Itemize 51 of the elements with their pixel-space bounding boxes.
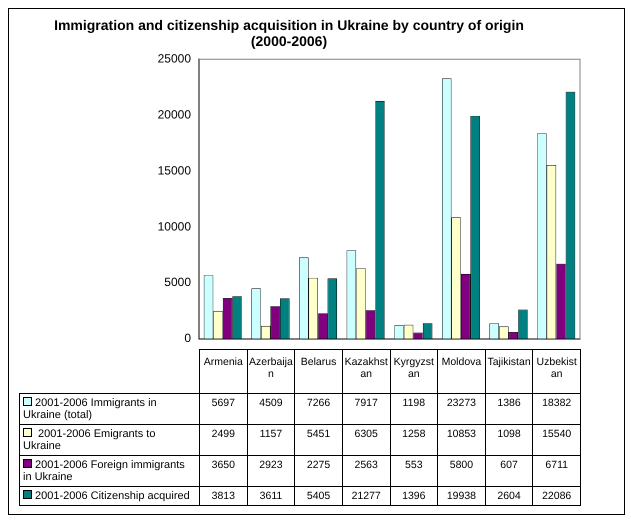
data-label: 6305 [342,424,390,456]
data-label: 22086 [532,486,580,506]
data-label: 6711 [532,456,580,486]
chart-title: Immigration and citizenship acquisition in Ukraine by country of origin (2000-2006) [53,17,525,49]
data-label: 2604 [485,486,533,506]
data-label: 3650 [200,456,248,486]
x-tick-label: Armenia [200,350,248,394]
x-tick-label: Tajikistan [485,350,533,394]
data-label: 10853 [438,424,486,456]
x-tick-label: Moldova [438,350,486,394]
data-label: 1386 [485,394,533,424]
y-tick-label: 20000 [158,107,192,122]
legend-label: 2001-2006 Immigrants in Ukraine (total) [20,394,200,424]
data-label: 2563 [342,456,390,486]
y-tick-label: 0 [184,331,192,346]
legend-label: 2001-2006 Citizenship acquired [20,486,200,506]
data-label: 1098 [485,424,533,456]
data-label: 7917 [342,394,390,424]
x-tick-label: Azerbaijan [247,350,295,394]
legend-label: 2001-2006 Emigrants to Ukraine [20,424,200,456]
data-label: 2923 [247,456,295,486]
x-tick-label: Kazakhstan [342,350,390,394]
data-label: 553 [390,456,438,486]
data-label: 5697 [200,394,248,424]
data-label: 2275 [294,456,342,486]
data-label: 7266 [294,394,342,424]
data-label: 15540 [532,424,580,456]
y-tick-label: 25000 [158,52,192,66]
legend-label: 2001-2006 Foreign immigrants in Ukraine [20,456,200,486]
data-label: 3813 [200,486,248,506]
data-label: 4509 [247,394,295,424]
data-label: 23273 [438,394,486,424]
data-label: 607 [485,456,533,486]
data-label: 5800 [438,456,486,486]
data-label: 1157 [247,424,295,456]
x-tick-label: Kyrgyzstan [390,350,438,394]
data-label: 1258 [390,424,438,456]
y-tick-label: 15000 [158,163,192,178]
data-label: 19938 [438,486,486,506]
data-label: 5451 [294,424,342,456]
data-label: 2499 [200,424,248,456]
y-tick-label: 5000 [164,275,192,290]
data-label: 1198 [390,394,438,424]
x-tick-label: Uzbekistan [532,350,580,394]
data-label: 21277 [342,486,390,506]
x-tick-label: Belarus [294,350,342,394]
data-label: 18382 [532,394,580,424]
data-label: 3611 [247,486,295,506]
y-tick-label: 10000 [158,219,192,234]
data-label: 1396 [390,486,438,506]
data-label: 5405 [294,486,342,506]
